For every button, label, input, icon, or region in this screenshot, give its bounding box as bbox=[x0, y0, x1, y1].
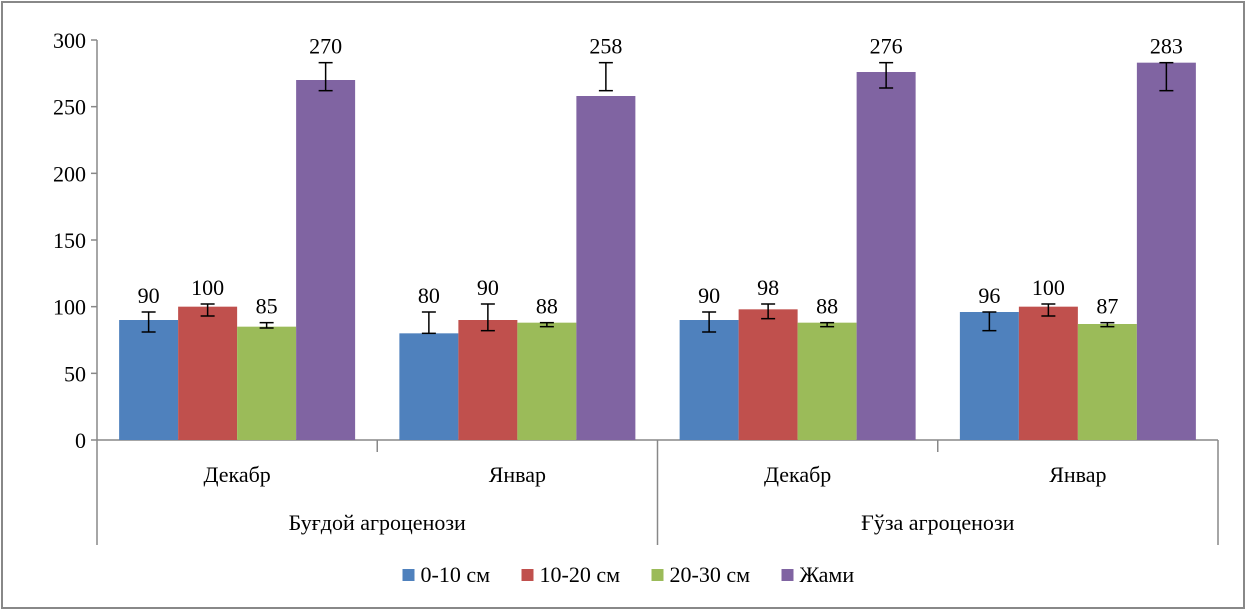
y-tick-label: 50 bbox=[64, 361, 86, 386]
data-label: 90 bbox=[477, 275, 499, 300]
bar bbox=[1018, 306, 1078, 440]
legend-swatch bbox=[402, 569, 415, 581]
x-group-label: Буғдой агроценози bbox=[289, 510, 466, 535]
bar bbox=[458, 320, 518, 440]
data-label: 270 bbox=[309, 34, 342, 59]
y-tick-label: 200 bbox=[53, 161, 86, 186]
bar bbox=[296, 80, 356, 440]
x-category-label: Декабр bbox=[203, 462, 270, 487]
data-label: 283 bbox=[1150, 34, 1183, 59]
data-label: 85 bbox=[256, 294, 278, 319]
bar bbox=[119, 320, 179, 440]
bar bbox=[797, 322, 857, 440]
bar bbox=[576, 96, 636, 440]
bar bbox=[1077, 324, 1137, 440]
bar bbox=[237, 326, 297, 440]
data-label: 80 bbox=[418, 283, 440, 308]
bar bbox=[399, 333, 459, 440]
data-label: 88 bbox=[816, 294, 838, 319]
y-tick-label: 300 bbox=[53, 28, 86, 53]
data-label: 90 bbox=[698, 283, 720, 308]
plot-area: 0 50 100 150 200 250 300 Декабр Январ Буғдой агро… bbox=[53, 28, 1219, 545]
bar bbox=[738, 309, 798, 440]
bar bbox=[1136, 62, 1196, 441]
legend-swatch bbox=[651, 569, 664, 581]
data-label: 96 bbox=[978, 283, 1000, 308]
y-tick-label: 100 bbox=[53, 295, 86, 320]
x-category-label: Январ bbox=[1049, 462, 1106, 487]
bar bbox=[178, 306, 238, 440]
data-label: 276 bbox=[870, 34, 903, 59]
data-label: 88 bbox=[536, 294, 558, 319]
data-label: 258 bbox=[589, 34, 622, 59]
x-group-label: Ғўза агроценози bbox=[861, 510, 1014, 535]
data-label: 90 bbox=[138, 283, 160, 308]
y-tick-label: 0 bbox=[75, 428, 86, 453]
legend-label: Жами bbox=[800, 562, 855, 587]
data-label: 100 bbox=[1032, 275, 1065, 300]
x-category-label: Декабр bbox=[764, 462, 831, 487]
data-label: 98 bbox=[757, 275, 779, 300]
legend-swatch bbox=[781, 569, 794, 581]
bar bbox=[679, 320, 739, 440]
data-label: 87 bbox=[1096, 294, 1118, 319]
data-label: 100 bbox=[191, 275, 224, 300]
y-tick-label: 150 bbox=[53, 228, 86, 253]
legend-label: 20-30 см bbox=[670, 562, 751, 587]
x-category-label: Январ bbox=[489, 462, 546, 487]
legend: 0-10 см 10-20 см 20-30 см Жами bbox=[402, 562, 855, 587]
bar bbox=[959, 312, 1019, 440]
legend-label: 0-10 см bbox=[421, 562, 491, 587]
y-tick-label: 250 bbox=[53, 95, 86, 120]
legend-swatch bbox=[521, 569, 534, 581]
legend-label: 10-20 см bbox=[540, 562, 621, 587]
bar bbox=[856, 72, 916, 440]
bar bbox=[517, 322, 577, 440]
